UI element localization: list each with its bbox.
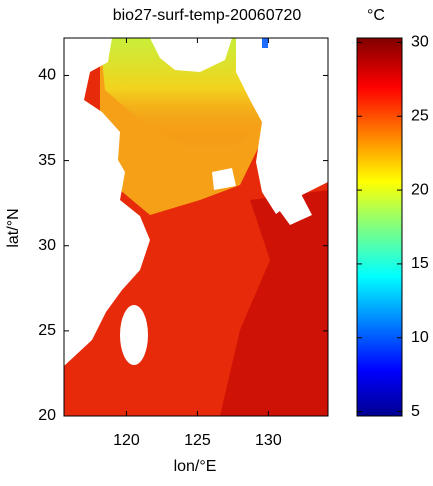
colorbar-tick-label: 5 (411, 403, 420, 420)
land-liaoning (150, 38, 232, 72)
colorbar-tick-label: 10 (411, 329, 429, 346)
colorbar-label: °C (367, 7, 385, 24)
y-tick-label: 20 (38, 407, 56, 424)
colorbar (356, 37, 403, 417)
ocean-kuroshio (220, 190, 328, 416)
plot-frame (63, 37, 329, 417)
y-axis-label: lat/°N (5, 208, 22, 247)
x-tick-label: 120 (113, 432, 140, 449)
x-tick-label: 125 (184, 432, 211, 449)
land-korea-japan (236, 38, 328, 214)
colorbar-tick-label: 15 (411, 255, 429, 272)
ocean-cold-spot (262, 38, 268, 48)
land-taiwan (120, 305, 148, 365)
colorbar-tick-label: 20 (411, 181, 429, 198)
x-axis-label: lon/°E (174, 458, 217, 475)
colorbar-tick-label: 30 (411, 34, 429, 51)
y-tick-label: 25 (38, 322, 56, 339)
land-island (212, 168, 236, 190)
y-tick-label: 35 (38, 152, 56, 169)
land-kyushu (268, 192, 312, 225)
x-tick-label: 130 (255, 432, 282, 449)
y-tick-label: 30 (38, 237, 56, 254)
map-title: bio27-surf-temp-20060720 (113, 7, 302, 24)
sst-field (64, 38, 328, 416)
ocean-north (100, 38, 265, 150)
colorbar-tick-label: 25 (411, 107, 429, 124)
y-tick-label: 40 (38, 67, 56, 84)
land-china (64, 38, 150, 366)
